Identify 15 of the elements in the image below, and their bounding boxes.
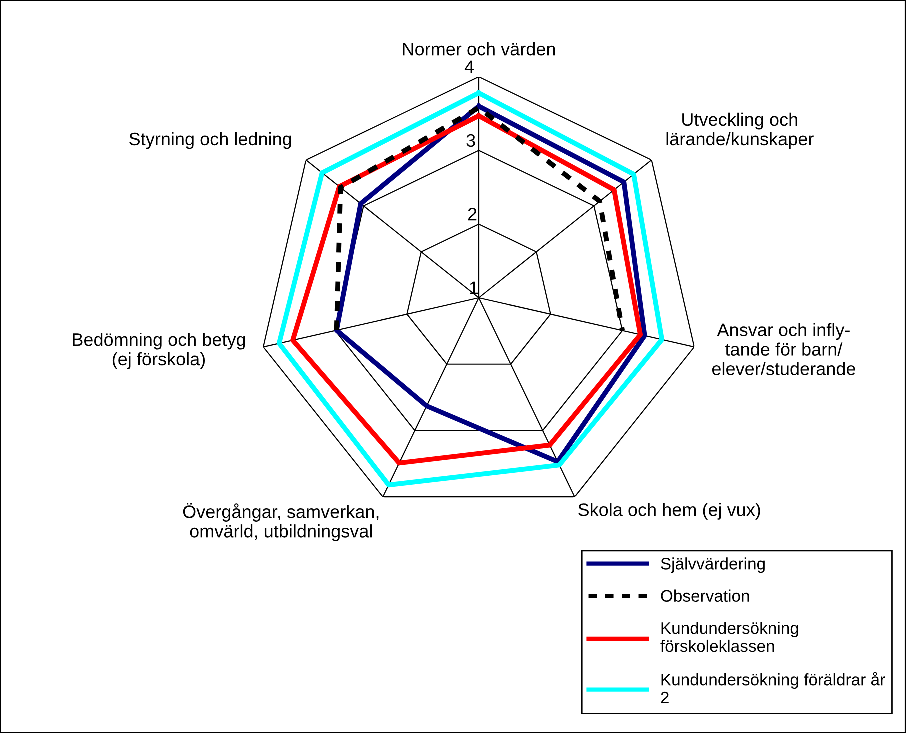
legend-label: Kundundersökning förskoleklassen <box>660 622 798 652</box>
spoke-label: Normer och värden <box>403 42 556 56</box>
y-tick-label: 4 <box>464 60 474 74</box>
spoke-label: Ansvar och infly- tande för barn/ elever/studerande <box>712 323 856 376</box>
spoke-label: Styrning och ledning <box>130 132 292 150</box>
spoke-label: Utveckling och lärande/kunskaper <box>666 112 814 150</box>
y-tick-label: 1 <box>470 282 478 294</box>
spoke-label: Bedömning och betyg (ej förskola) <box>73 332 246 370</box>
legend-label: Observation <box>661 590 750 602</box>
y-tick-label: 3 <box>466 134 476 148</box>
legend-label: Kundundersökning föräldrar år 2 <box>661 672 886 704</box>
spoke-label: Övergångar, samverkan, omvärld, utbildningsval <box>183 503 379 542</box>
spoke-label: Skola och hem (ej vux) <box>578 503 760 520</box>
y-tick-label: 2 <box>468 208 477 221</box>
legend-label: Självvärdering <box>661 558 765 574</box>
